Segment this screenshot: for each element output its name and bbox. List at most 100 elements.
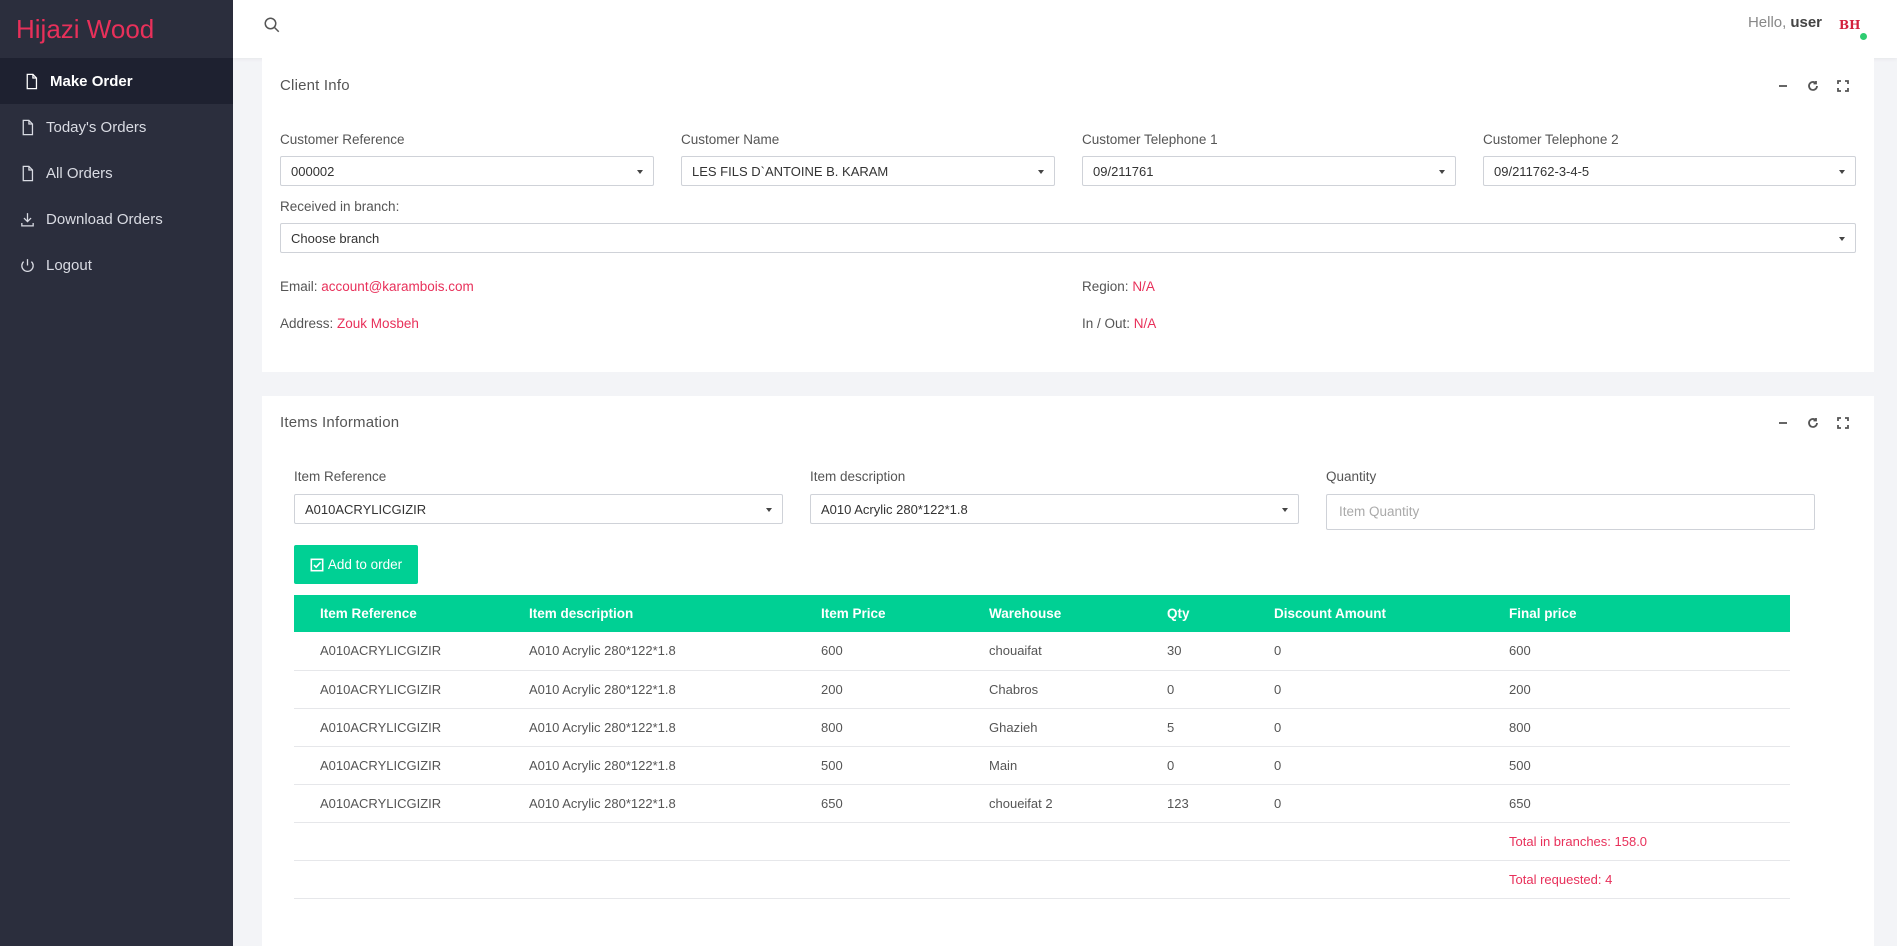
region-info: Region: N/A bbox=[1082, 279, 1155, 294]
checkbox-icon bbox=[310, 558, 324, 571]
address-label: Address: bbox=[280, 316, 334, 331]
sidebar-item-make-order[interactable]: Make Order bbox=[0, 58, 233, 104]
cell: 650 bbox=[821, 784, 989, 823]
power-icon bbox=[18, 256, 36, 274]
add-to-order-label: Add to order bbox=[327, 557, 403, 572]
cell: 0 bbox=[1274, 784, 1509, 823]
panel-tools bbox=[1774, 77, 1852, 95]
item-description-select[interactable]: A010 Acrylic 280*122*1.8 bbox=[810, 494, 1299, 524]
branch-select[interactable]: Choose branch bbox=[280, 223, 1856, 253]
client-info-panel: Client Info Customer Reference 000002 Cu… bbox=[262, 58, 1874, 372]
topbar: Hello, user BH bbox=[233, 0, 1897, 58]
minimize-icon[interactable] bbox=[1774, 77, 1792, 95]
telephone2-select[interactable]: 09/211762-3-4-5 bbox=[1483, 156, 1856, 186]
column-header: Item Reference bbox=[320, 606, 417, 621]
table-row: A010ACRYLICGIZIR A010 Acrylic 280*122*1.… bbox=[294, 784, 1790, 823]
branch-label: Received in branch: bbox=[280, 199, 400, 214]
fullscreen-icon[interactable] bbox=[1834, 77, 1852, 95]
sidebar-item-download-orders[interactable]: Download Orders bbox=[0, 196, 233, 242]
file-icon bbox=[22, 72, 40, 90]
table-row-total-requested: Total requested: 4 bbox=[294, 860, 1790, 899]
sidebar-item-label: Make Order bbox=[50, 72, 133, 90]
cell: A010 Acrylic 280*122*1.8 bbox=[529, 670, 821, 709]
cell: A010 Acrylic 280*122*1.8 bbox=[529, 784, 821, 823]
cell: 650 bbox=[1509, 784, 1790, 823]
items-info-panel: Items Information Item Reference A010ACR… bbox=[262, 396, 1874, 946]
customer-reference-label: Customer Reference bbox=[280, 132, 405, 147]
cell: A010ACRYLICGIZIR bbox=[294, 784, 529, 823]
file-icon bbox=[18, 164, 36, 182]
telephone2-label: Customer Telephone 2 bbox=[1483, 132, 1619, 147]
inout-label: In / Out: bbox=[1082, 316, 1131, 331]
cell: A010ACRYLICGIZIR bbox=[294, 708, 529, 747]
order-items-table: Item Reference Item description Item Pri… bbox=[294, 595, 1790, 899]
column-header: Item Price bbox=[821, 606, 886, 621]
inout-value: N/A bbox=[1133, 316, 1157, 331]
cell: 800 bbox=[821, 708, 989, 747]
sidebar: Hijazi Wood Make Order Today's Orders Al… bbox=[0, 0, 233, 946]
cell: A010ACRYLICGIZIR bbox=[294, 670, 529, 709]
cell: 0 bbox=[1167, 670, 1274, 709]
cell: 5 bbox=[1167, 708, 1274, 747]
table-row: A010ACRYLICGIZIR A010 Acrylic 280*122*1.… bbox=[294, 708, 1790, 747]
refresh-icon[interactable] bbox=[1804, 414, 1822, 432]
minimize-icon[interactable] bbox=[1774, 414, 1792, 432]
region-value: N/A bbox=[1132, 279, 1155, 294]
cell: 0 bbox=[1274, 746, 1509, 785]
email-info: Email: account@karambois.com bbox=[280, 279, 474, 294]
sidebar-item-logout[interactable]: Logout bbox=[0, 242, 233, 288]
telephone1-select[interactable]: 09/211761 bbox=[1082, 156, 1456, 186]
total-in-branches: Total in branches: 158.0 bbox=[1509, 822, 1790, 861]
column-header: Discount Amount bbox=[1274, 606, 1386, 621]
address-info: Address: Zouk Mosbeh bbox=[280, 316, 419, 331]
avatar[interactable]: BH bbox=[1839, 16, 1867, 40]
sidebar-item-all-orders[interactable]: All Orders bbox=[0, 150, 233, 196]
panel-tools bbox=[1774, 414, 1852, 432]
cell: Ghazieh bbox=[989, 708, 1167, 747]
table-row: A010ACRYLICGIZIR A010 Acrylic 280*122*1.… bbox=[294, 632, 1790, 671]
customer-reference-select[interactable]: 000002 bbox=[280, 156, 654, 186]
panel-title: Items Information bbox=[280, 414, 400, 431]
sidebar-item-label: Download Orders bbox=[46, 210, 163, 228]
item-description-label: Item description bbox=[810, 469, 906, 484]
customer-name-select[interactable]: LES FILS D`ANTOINE B. KARAM bbox=[681, 156, 1055, 186]
search-icon[interactable] bbox=[263, 16, 283, 36]
panel-title: Client Info bbox=[280, 77, 350, 94]
column-header: Qty bbox=[1167, 606, 1190, 621]
sidebar-item-label: Today's Orders bbox=[46, 118, 147, 136]
cell: A010ACRYLICGIZIR bbox=[294, 746, 529, 785]
cell: A010 Acrylic 280*122*1.8 bbox=[529, 632, 821, 671]
cell: 0 bbox=[1274, 708, 1509, 747]
sidebar-item-todays-orders[interactable]: Today's Orders bbox=[0, 104, 233, 150]
quantity-input[interactable]: Item Quantity bbox=[1326, 494, 1815, 530]
column-header: Warehouse bbox=[989, 606, 1062, 621]
item-reference-select[interactable]: A010ACRYLICGIZIR bbox=[294, 494, 783, 524]
inout-info: In / Out: N/A bbox=[1082, 316, 1156, 331]
brand-title: Hijazi Wood bbox=[0, 0, 233, 58]
total-requested: Total requested: 4 bbox=[1509, 860, 1790, 899]
download-icon bbox=[18, 210, 36, 228]
add-to-order-button[interactable]: Add to order bbox=[294, 545, 418, 584]
email-label: Email: bbox=[280, 279, 318, 294]
quantity-label: Quantity bbox=[1326, 469, 1377, 484]
cell: 600 bbox=[1509, 632, 1790, 671]
cell: 200 bbox=[821, 670, 989, 709]
cell: 500 bbox=[821, 746, 989, 785]
table-row: A010ACRYLICGIZIR A010 Acrylic 280*122*1.… bbox=[294, 746, 1790, 785]
column-header: Item description bbox=[529, 606, 634, 621]
item-reference-label: Item Reference bbox=[294, 469, 387, 484]
address-value: Zouk Mosbeh bbox=[337, 316, 419, 331]
username: user bbox=[1790, 14, 1822, 31]
greeting-text: Hello, bbox=[1747, 14, 1787, 31]
customer-name-label: Customer Name bbox=[681, 132, 780, 147]
column-header: Final price bbox=[1509, 606, 1577, 621]
cell: 500 bbox=[1509, 746, 1790, 785]
cell: 800 bbox=[1509, 708, 1790, 747]
cell: 0 bbox=[1274, 670, 1509, 709]
cell: 30 bbox=[1167, 632, 1274, 671]
fullscreen-icon[interactable] bbox=[1834, 414, 1852, 432]
email-value: account@karambois.com bbox=[321, 279, 474, 294]
cell: choueifat 2 bbox=[989, 784, 1167, 823]
refresh-icon[interactable] bbox=[1804, 77, 1822, 95]
table-row: A010ACRYLICGIZIR A010 Acrylic 280*122*1.… bbox=[294, 670, 1790, 709]
